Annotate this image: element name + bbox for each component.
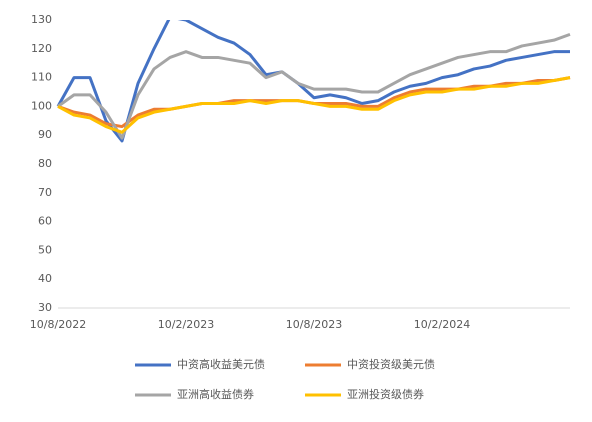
legend-label: 亚洲投资级债券 — [347, 387, 424, 401]
series-line — [57, 76, 571, 134]
series-line — [57, 32, 571, 140]
legend-label: 中资高收益美元债 — [177, 357, 265, 371]
y-tick-label: 70 — [38, 186, 52, 199]
y-tick-label: 130 — [31, 13, 52, 26]
y-tick-label: 40 — [38, 272, 52, 285]
y-tick-label: 80 — [38, 157, 52, 170]
y-tick-label: 110 — [31, 71, 52, 84]
y-tick-label: 50 — [38, 243, 52, 256]
legend-label: 中资投资级美元债 — [347, 357, 435, 371]
x-tick-label: 10/8/2023 — [286, 318, 342, 331]
x-tick-label: 10/2/2024 — [414, 318, 470, 331]
plot-area — [56, 20, 571, 143]
legend-label: 亚洲高收益债券 — [177, 387, 254, 401]
y-tick-label: 100 — [31, 99, 52, 112]
y-tick-label: 30 — [38, 301, 52, 314]
y-tick-label: 60 — [38, 215, 52, 228]
series-line — [56, 20, 570, 143]
y-tick-label: 120 — [31, 42, 52, 55]
x-tick-label: 10/2/2023 — [158, 318, 214, 331]
x-tick-label: 10/8/2022 — [30, 318, 86, 331]
y-tick-label: 90 — [38, 128, 52, 141]
